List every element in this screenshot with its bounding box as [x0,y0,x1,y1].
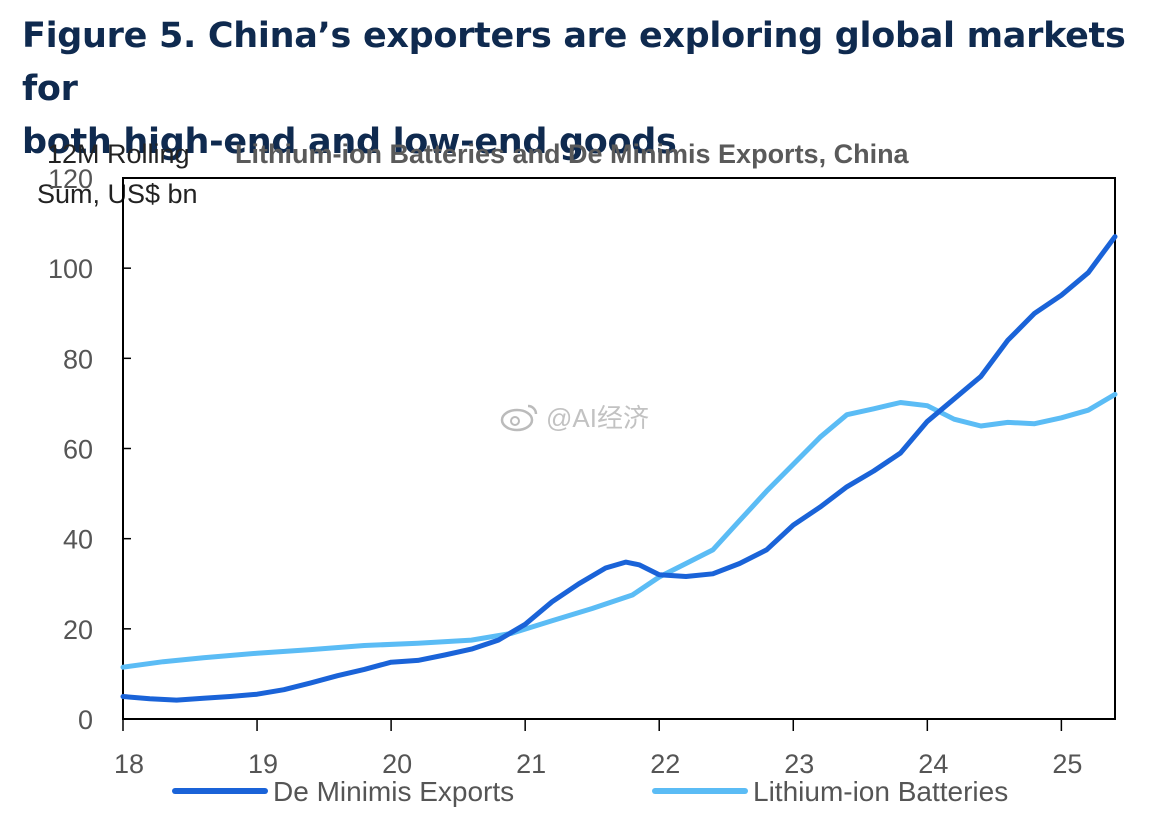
y-tick-label: 0 [78,705,93,735]
series-line-lithium-ion-batteries [120,391,1118,670]
figure-title: Figure 5. China’s exporters are explorin… [22,10,1152,169]
figure-title-line-2: both high-end and low-end goods [22,122,677,162]
y-tick-label: 20 [63,615,93,645]
chart-title: Lithium-ion Batteries and De Minimis Exp… [235,139,910,169]
x-tick-label: 18 [114,749,144,779]
x-tick-label: 22 [650,749,680,779]
x-tick-label: 21 [516,749,546,779]
legend-label: De Minimis Exports [273,776,514,807]
y-axis-label-line-2: Sum, US$ bn [37,179,198,209]
plot-area-frame [122,177,1116,720]
x-tick-label: 19 [248,749,278,779]
figure-title-line-1: Figure 5. China’s exporters are explorin… [22,16,1126,109]
y-axis-label-line-1: 12M Rolling [47,139,190,169]
y-tick-label: 80 [63,344,93,374]
series-line-de-minimis-exports [120,234,1118,703]
x-tick-label: 20 [382,749,412,779]
y-tick-label: 120 [48,164,93,194]
y-tick-label: 100 [48,254,93,284]
y-tick-label: 40 [63,525,93,555]
x-tick-label: 25 [1052,749,1082,779]
x-tick-label: 24 [918,749,948,779]
x-tick-label: 23 [784,749,814,779]
legend-label: Lithium-ion Batteries [753,776,1008,807]
y-tick-label: 60 [63,435,93,465]
